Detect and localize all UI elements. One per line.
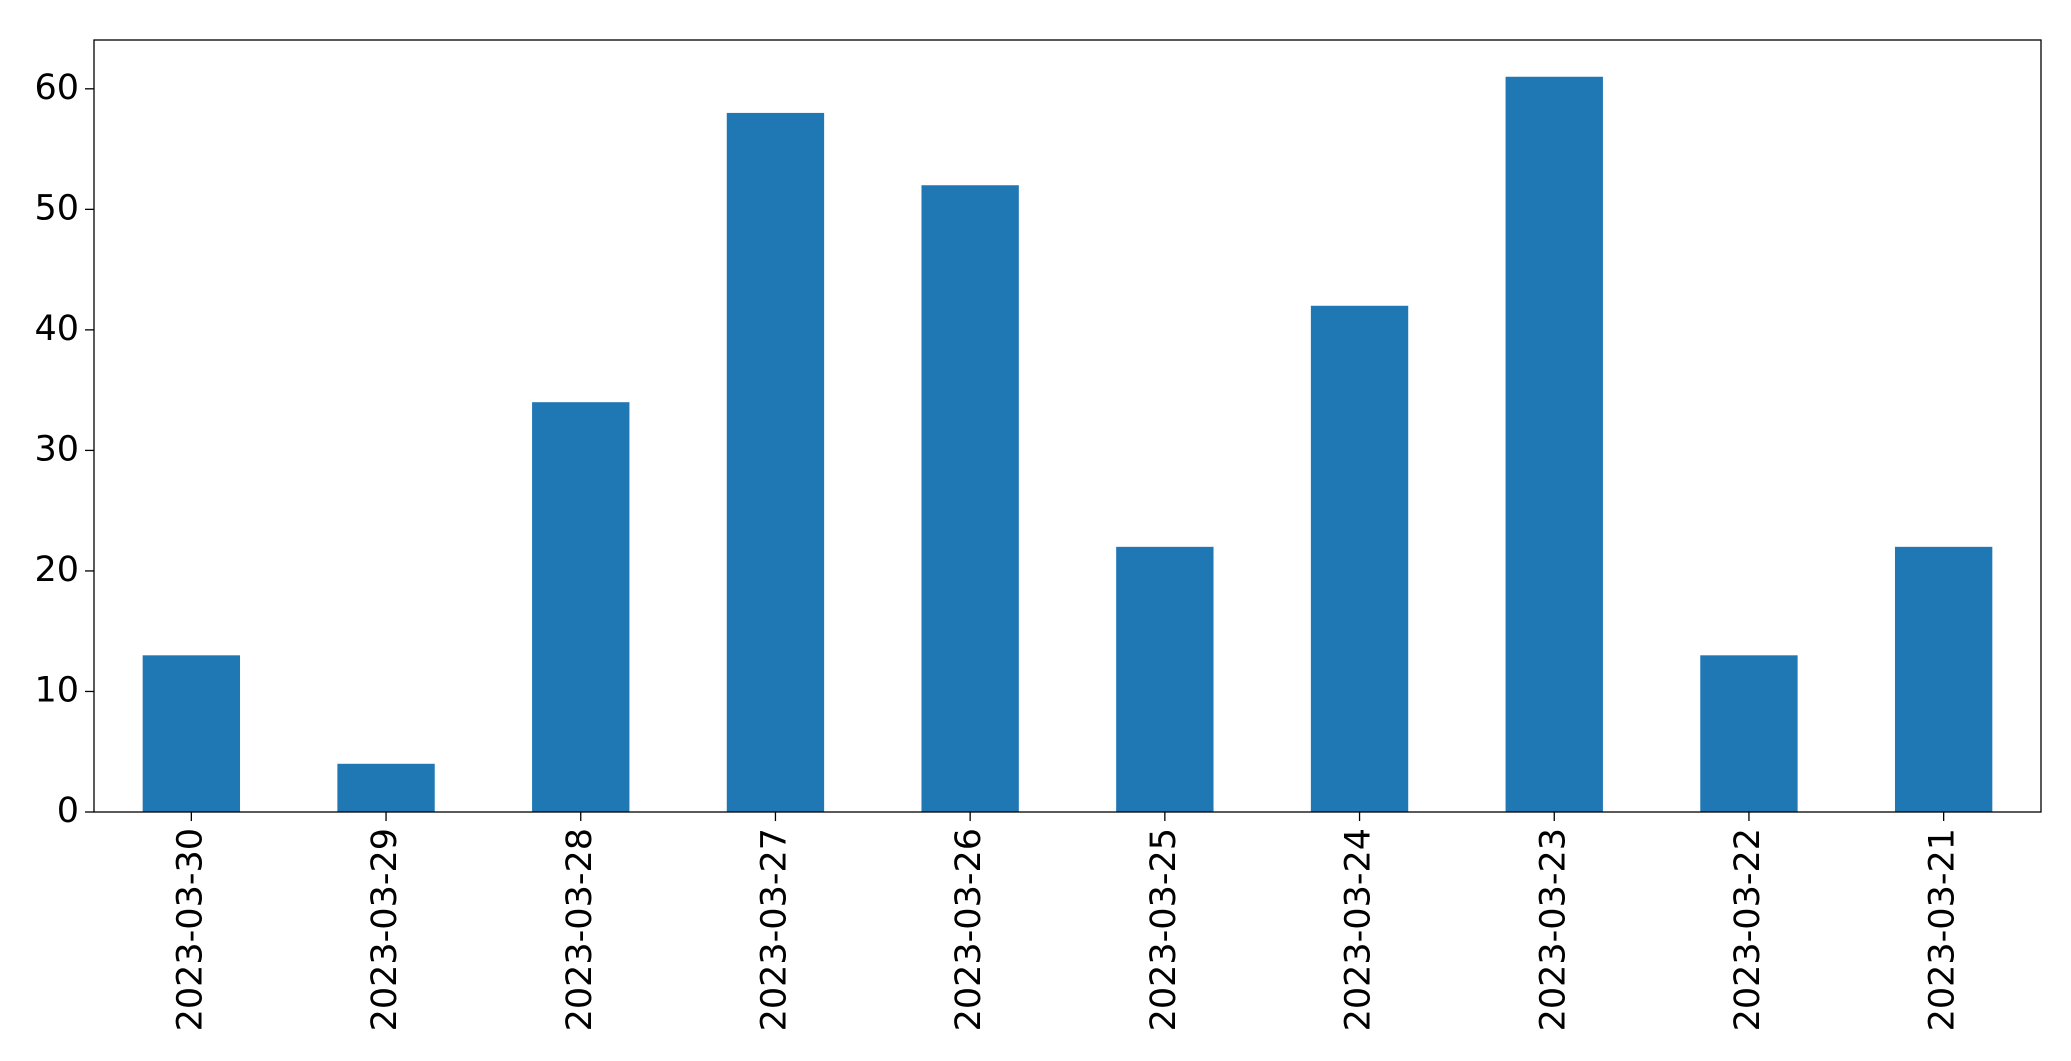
y-tick-label: 50 — [34, 188, 79, 228]
y-tick-label: 20 — [34, 550, 79, 590]
x-tick-label: 2023-03-29 — [365, 828, 405, 1031]
x-tick-label: 2023-03-26 — [949, 828, 989, 1031]
bar — [921, 185, 1019, 813]
bar — [1505, 76, 1603, 812]
x-tick-label: 2023-03-21 — [1923, 828, 1963, 1031]
bar — [1700, 655, 1798, 812]
bar — [1116, 546, 1214, 812]
x-tick-label: 2023-03-30 — [170, 828, 210, 1031]
x-tick-label: 2023-03-24 — [1339, 828, 1379, 1031]
bar — [1310, 305, 1409, 812]
x-tick-label: 2023-03-22 — [1728, 828, 1768, 1031]
y-tick-label: 10 — [34, 670, 79, 710]
bar — [726, 112, 825, 813]
x-tick-label: 2023-03-28 — [560, 828, 600, 1031]
y-tick-label: 30 — [34, 429, 79, 469]
bar — [337, 763, 435, 812]
y-tick-label: 0 — [57, 791, 79, 831]
plot-frame — [93, 39, 2042, 813]
y-tick-label: 60 — [34, 68, 79, 108]
bar — [1894, 546, 1993, 812]
bar — [142, 655, 241, 812]
bar — [532, 402, 630, 812]
x-tick-label: 2023-03-27 — [754, 828, 794, 1031]
y-tick-label: 40 — [34, 309, 79, 349]
x-tick-label: 2023-03-25 — [1144, 828, 1184, 1031]
x-tick-label: 2023-03-23 — [1533, 828, 1573, 1031]
